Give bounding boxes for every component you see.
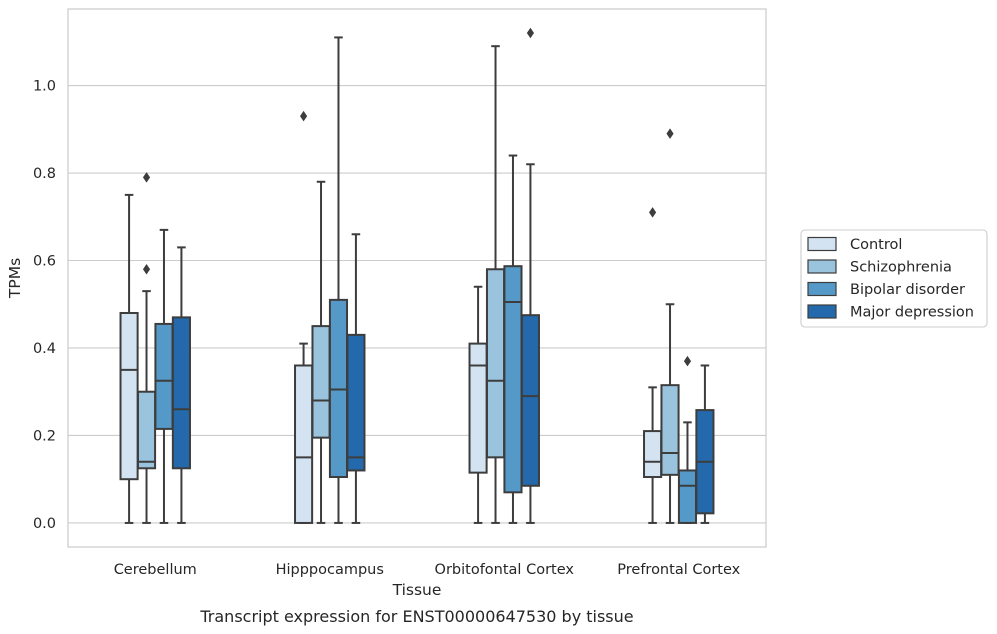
y-tick-labels: 0.0 0.2 0.4 0.6 0.8 1.0 bbox=[33, 79, 56, 532]
legend-label: Major depression bbox=[850, 305, 974, 321]
outlier-marker bbox=[142, 172, 151, 183]
y-tick-label: 0.0 bbox=[33, 516, 56, 532]
box-group bbox=[119, 193, 139, 524]
y-tick-label: 0.8 bbox=[33, 166, 56, 182]
x-axis-label: Tissue bbox=[392, 581, 442, 599]
legend-swatch bbox=[807, 236, 837, 252]
box-group bbox=[520, 27, 540, 524]
legend-label: Control bbox=[850, 237, 902, 253]
box-group bbox=[154, 228, 174, 524]
outlier-marker bbox=[649, 207, 657, 218]
plot-frame bbox=[67, 8, 767, 548]
x-tick-label: Prefrontal Cortex bbox=[617, 562, 740, 578]
legend-label: Bipolar disorder bbox=[850, 282, 965, 298]
box-iqr bbox=[503, 265, 523, 494]
box-group bbox=[695, 364, 715, 524]
box-iqr bbox=[660, 384, 680, 476]
box-group bbox=[328, 36, 349, 524]
box-iqr bbox=[136, 390, 157, 470]
x-tick-labels: Cerebellum Hipppocampus Orbitofontal Corte… bbox=[114, 562, 741, 578]
box-iqr bbox=[677, 469, 698, 524]
box-group bbox=[643, 207, 663, 524]
box-iqr bbox=[328, 298, 349, 479]
box-group bbox=[294, 110, 314, 524]
outlier-marker bbox=[526, 27, 534, 39]
box-group bbox=[311, 180, 331, 524]
y-tick-label: 0.4 bbox=[33, 341, 56, 357]
box-iqr bbox=[154, 322, 174, 430]
y-tick-label: 0.6 bbox=[33, 254, 56, 270]
y-tick-label: 0.2 bbox=[33, 428, 56, 444]
box-group bbox=[503, 154, 523, 524]
box-group bbox=[346, 233, 366, 524]
legend-swatch bbox=[807, 259, 837, 274]
x-tick-label: Cerebellum bbox=[114, 562, 197, 578]
legend-swatch bbox=[807, 281, 837, 297]
box-iqr bbox=[468, 342, 488, 474]
legend: Control Schizophrenia Bipolar disorder Majo… bbox=[800, 229, 988, 328]
x-tick-label: Orbitofontal Cortex bbox=[435, 562, 575, 578]
box-iqr bbox=[346, 333, 366, 472]
box-group bbox=[468, 285, 488, 524]
legend-box bbox=[800, 229, 988, 328]
box-iqr bbox=[643, 430, 663, 479]
chart-caption: Transcript expression for ENST0000064753… bbox=[199, 607, 633, 626]
outlier-marker bbox=[142, 264, 151, 275]
y-axis-label: TPMs bbox=[6, 258, 24, 299]
legend-label: Schizophrenia bbox=[850, 260, 952, 276]
outlier-marker bbox=[683, 355, 692, 367]
box-iqr bbox=[171, 316, 191, 470]
box-iqr bbox=[294, 364, 314, 524]
box-iqr bbox=[485, 268, 506, 459]
box-group bbox=[677, 355, 698, 524]
box-iqr bbox=[119, 311, 139, 481]
box-iqr bbox=[311, 325, 331, 439]
legend-swatch bbox=[807, 304, 837, 319]
box-group bbox=[136, 172, 157, 524]
outlier-marker bbox=[666, 128, 674, 139]
box-groups bbox=[119, 27, 715, 524]
box-group bbox=[171, 246, 191, 524]
box-group bbox=[485, 45, 506, 524]
outlier-marker bbox=[300, 110, 308, 122]
x-tick-label: Hipppocampus bbox=[276, 562, 384, 578]
box-iqr bbox=[520, 314, 540, 487]
y-tick-label: 1.0 bbox=[33, 79, 56, 95]
box-group bbox=[660, 128, 680, 524]
